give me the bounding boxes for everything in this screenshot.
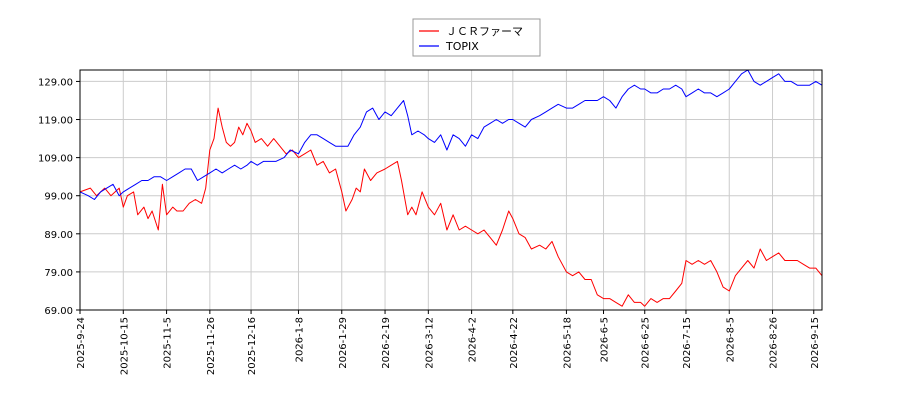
x-tick-label: 2026-3-12: [424, 317, 435, 369]
x-tick-label: 2026-5-18: [562, 317, 573, 369]
series-line-0: [79, 107, 823, 307]
legend: ＪＣＲファーマ TOPIX: [412, 18, 541, 57]
x-tick-label: 2026-8-5: [725, 317, 736, 362]
x-tick-label: 2026-6-5: [600, 317, 611, 362]
y-tick-label: 69.00: [44, 306, 73, 317]
plot-frame: [79, 69, 823, 311]
x-tick-label: 2026-2-19: [381, 317, 392, 369]
x-tick-label: 2026-8-26: [769, 317, 780, 369]
x-tick-label: 2026-1-29: [338, 317, 349, 369]
series-layer: [79, 69, 823, 307]
x-tick-label: 2025-11-26: [206, 317, 217, 375]
grid: [79, 70, 822, 311]
x-tick-label: 2026-1-8: [294, 317, 305, 362]
x-tick-label: 2025-10-15: [119, 317, 130, 375]
legend-box: [412, 18, 541, 57]
y-tick-label: 89.00: [44, 230, 73, 241]
x-tick-label: 2026-4-22: [509, 317, 520, 369]
y-tick-label: 119.00: [38, 116, 73, 127]
legend-label-series-0: ＪＣＲファーマ: [446, 25, 523, 38]
y-tick-label: 109.00: [38, 154, 73, 165]
x-tick-label: 2025-11-5: [163, 317, 174, 369]
series-line-1: [79, 69, 823, 200]
y-tick-label: 129.00: [38, 77, 73, 88]
legend-label-series-1: TOPIX: [445, 40, 479, 53]
x-tick-label: 2026-9-15: [810, 317, 821, 369]
x-tick-label: 2025-9-24: [76, 317, 87, 369]
y-tick-label: 79.00: [44, 268, 73, 279]
y-tick-label: 99.00: [44, 192, 73, 203]
x-tick-label: 2026-4-2: [468, 317, 479, 362]
axes: 69.00 79.00 89.00 99.00 109.00 119.00 129.00 20…: [38, 69, 823, 375]
x-tick-label: 2025-12-16: [247, 317, 258, 375]
x-tick-label: 2026-6-25: [641, 317, 652, 369]
x-tick-label: 2026-7-15: [682, 317, 693, 369]
